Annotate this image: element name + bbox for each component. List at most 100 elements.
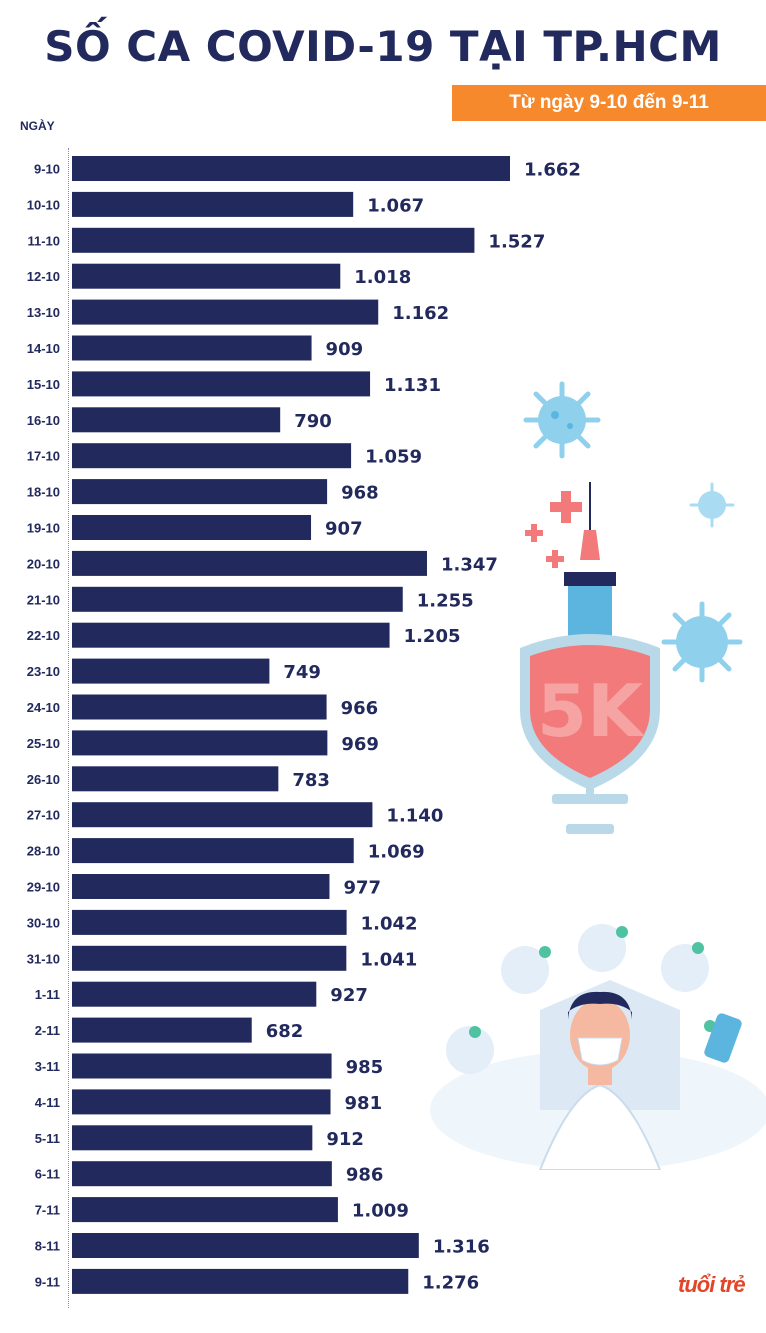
- bar: [72, 1053, 332, 1079]
- bar: [72, 586, 403, 612]
- tick-label: 18-10: [27, 485, 60, 500]
- data-label: 927: [330, 985, 368, 1006]
- data-label: 968: [341, 483, 379, 504]
- tick-label: 24-10: [27, 700, 60, 715]
- data-label: 966: [341, 698, 379, 719]
- virus-icon: [689, 482, 735, 528]
- tick-label: 10-10: [27, 197, 60, 212]
- data-label: 790: [294, 411, 332, 432]
- tick-label: 28-10: [27, 844, 60, 859]
- data-label: 981: [345, 1093, 383, 1114]
- page-title: SỐ CA COVID-19 TẠI TP.HCM: [44, 22, 722, 71]
- shield-text: 5K: [537, 669, 645, 753]
- tick-label: 17-10: [27, 449, 60, 464]
- bar: [72, 909, 347, 935]
- bar: [72, 156, 510, 181]
- data-label: 985: [346, 1057, 384, 1078]
- bar: [72, 1017, 252, 1043]
- bar: [72, 802, 373, 828]
- data-label: 749: [283, 662, 321, 683]
- tick-label: 9-11: [35, 1274, 60, 1289]
- data-label: 1.140: [386, 806, 443, 827]
- tick-label: 15-10: [27, 377, 60, 392]
- data-label: 986: [346, 1165, 384, 1186]
- bar: [72, 550, 427, 576]
- tick-label: 13-10: [27, 305, 60, 320]
- data-label: 1.276: [422, 1272, 479, 1293]
- brand-logo: tuổi trẻ: [678, 1272, 746, 1297]
- bar: [72, 479, 328, 505]
- tick-label: 26-10: [27, 772, 60, 787]
- bar: [72, 730, 328, 756]
- data-label: 912: [326, 1129, 364, 1150]
- bar: [72, 443, 352, 469]
- bar: [72, 335, 312, 361]
- data-label: 907: [325, 519, 363, 540]
- avatar: [446, 1026, 494, 1074]
- data-label: 969: [341, 734, 379, 755]
- data-label: 1.527: [488, 231, 545, 252]
- bar: [72, 766, 279, 792]
- data-label: 977: [343, 878, 381, 899]
- tick-label: 31-10: [27, 951, 60, 966]
- bar: [72, 191, 354, 217]
- tick-label: 22-10: [27, 628, 60, 643]
- y-axis-line: [68, 148, 69, 1308]
- bar: [72, 515, 312, 540]
- tick-label: 19-10: [27, 521, 60, 536]
- check-icon: [469, 926, 716, 1038]
- bar: [72, 874, 330, 899]
- data-label: 1.131: [384, 375, 441, 396]
- tick-label: 20-10: [27, 556, 60, 571]
- data-label: 1.255: [417, 590, 474, 611]
- virus-icon: [661, 601, 743, 683]
- data-label: 783: [292, 770, 330, 791]
- tick-label: 29-10: [27, 880, 60, 895]
- tick-label: 30-10: [27, 915, 60, 930]
- avatar: [578, 924, 626, 972]
- data-label: 909: [326, 339, 364, 360]
- bar: [72, 263, 341, 289]
- phone-icon: [704, 1013, 742, 1063]
- tick-label: 14-10: [27, 341, 60, 356]
- tick-label: 27-10: [27, 808, 60, 823]
- tick-label: 25-10: [27, 736, 60, 751]
- tick-label: 12-10: [27, 269, 60, 284]
- tick-label: 1-11: [35, 987, 60, 1002]
- tick-label: 11-10: [27, 233, 60, 248]
- avatar: [661, 944, 709, 992]
- tick-label: 2-11: [35, 1023, 60, 1038]
- data-label: 1.162: [392, 303, 449, 324]
- data-label: 1.059: [365, 447, 422, 468]
- bar: [72, 1197, 338, 1223]
- plus-icon: [525, 491, 582, 568]
- bar: [72, 1089, 331, 1115]
- data-label: 1.009: [352, 1201, 409, 1222]
- y-axis-label: NGÀY: [20, 119, 55, 133]
- tick-label: 5-11: [35, 1131, 60, 1146]
- shield-icon: 5K: [520, 634, 660, 790]
- tick-label: 3-11: [35, 1059, 60, 1074]
- data-label: 1.662: [524, 160, 581, 181]
- bar: [72, 981, 317, 1007]
- data-label: 1.041: [360, 949, 417, 970]
- data-label: 1.018: [354, 267, 411, 288]
- avatar: [501, 946, 549, 994]
- tick-label: 4-11: [35, 1095, 60, 1110]
- data-label: 1.347: [441, 554, 498, 575]
- data-label: 1.205: [404, 626, 461, 647]
- data-label: 1.067: [367, 195, 424, 216]
- data-label: 1.069: [368, 842, 425, 863]
- tick-label: 23-10: [27, 664, 60, 679]
- doctor-illustration: [430, 924, 766, 1170]
- bar: [72, 299, 379, 325]
- bar: [72, 1161, 332, 1187]
- bar: [72, 622, 390, 648]
- bar: [72, 407, 281, 433]
- tick-label: 9-10: [34, 162, 60, 177]
- date-range-badge: Từ ngày 9-10 đến 9-11: [452, 85, 766, 121]
- tick-label: 8-11: [35, 1239, 60, 1254]
- bar: [72, 1268, 409, 1294]
- virus-icon: [523, 381, 601, 459]
